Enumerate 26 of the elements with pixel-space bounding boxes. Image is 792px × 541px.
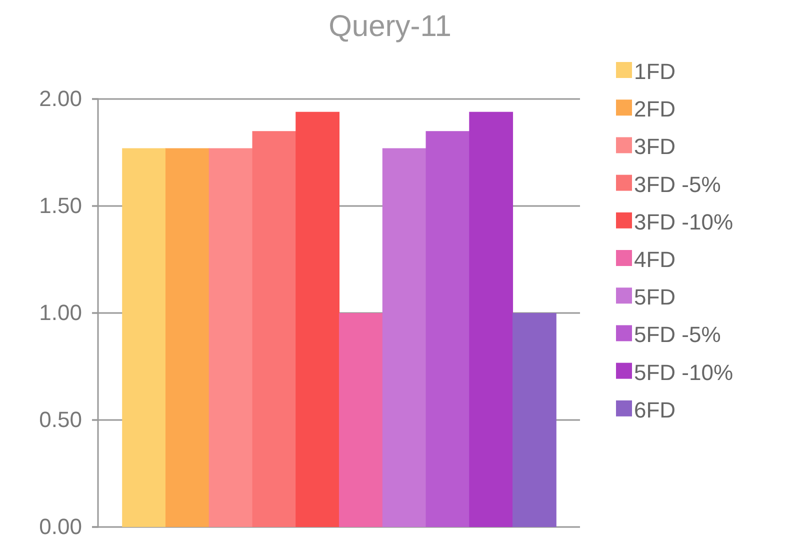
legend-label: 5FD -10%: [634, 360, 734, 385]
legend-label: 3FD: [634, 134, 676, 160]
bar: [339, 313, 383, 527]
legend-label: 1FD: [634, 59, 676, 84]
bar: [208, 148, 253, 527]
bar: [426, 131, 470, 527]
bar: [252, 131, 296, 527]
legend-label: 3FD -10%: [634, 209, 734, 234]
bar: [165, 148, 210, 527]
bar: [512, 313, 556, 527]
legend-label: 6FD: [634, 397, 676, 422]
bar: [122, 148, 166, 527]
y-tick-label: 2.00: [39, 86, 82, 112]
legend-label: 5FD: [634, 284, 676, 310]
y-tick-label: 0.50: [39, 407, 82, 432]
legend-label: 3FD -5%: [634, 172, 721, 197]
y-tick-label: 0.00: [39, 514, 82, 540]
y-tick-label: 1.50: [39, 193, 82, 218]
legend-label: 2FD: [634, 96, 676, 122]
y-tick-label: 1.00: [39, 300, 82, 326]
legend-label: 4FD: [634, 247, 676, 272]
legend-label: 5FD -5%: [634, 322, 721, 348]
bar: [469, 112, 514, 527]
bar: [382, 148, 426, 527]
bar: [296, 112, 340, 527]
chart-title: Query-11: [328, 10, 452, 43]
